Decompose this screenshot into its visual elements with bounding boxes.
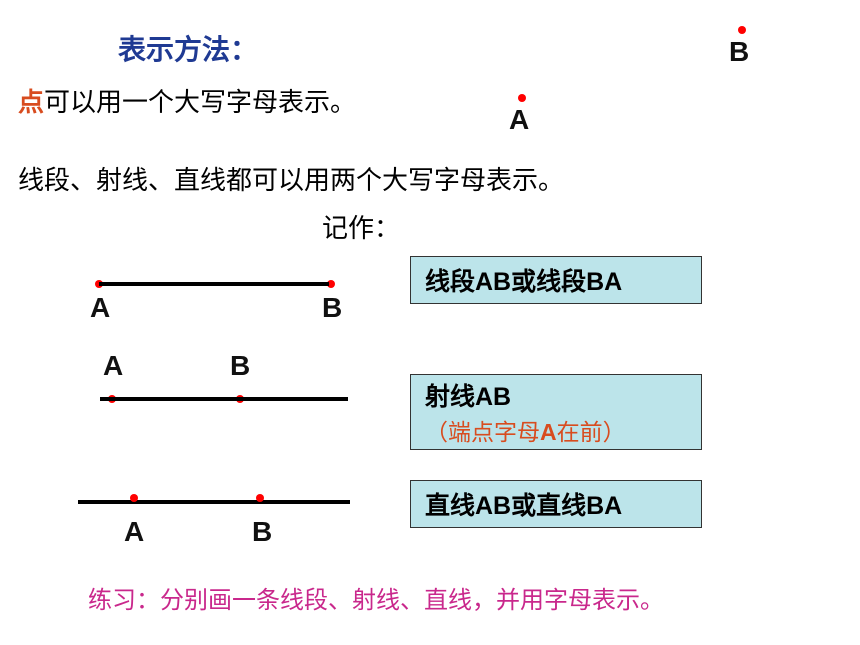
line-label-a: A bbox=[124, 516, 144, 548]
line-line bbox=[78, 500, 350, 504]
segment-box-text: 线段AB或线段BA bbox=[425, 262, 687, 298]
ray-box-note: （端点字母A在前） bbox=[425, 413, 687, 447]
line-box-text: 直线AB或直线BA bbox=[425, 486, 687, 522]
segment-line bbox=[99, 282, 329, 286]
segment-box: 线段AB或线段BA bbox=[410, 256, 702, 304]
exercise-text: 练习：分别画一条线段、射线、直线，并用字母表示。 bbox=[88, 580, 664, 615]
line-point-a bbox=[130, 494, 138, 502]
body-line1-rest: 可以用一个大写字母表示。 bbox=[44, 87, 356, 117]
segment-label-a: A bbox=[90, 292, 110, 324]
line-box: 直线AB或直线BA bbox=[410, 480, 702, 528]
line-label-b: B bbox=[252, 516, 272, 548]
point-a-marker bbox=[518, 94, 526, 102]
title: 表示方法： bbox=[118, 28, 258, 68]
line-point-b bbox=[256, 494, 264, 502]
point-b-marker bbox=[738, 26, 746, 34]
ray-line bbox=[100, 397, 348, 401]
body-line2: 线段、射线、直线都可以用两个大写字母表示。 bbox=[18, 160, 564, 197]
jizuo: 记作： bbox=[322, 208, 400, 245]
ray-note-post: 在前） bbox=[557, 419, 626, 445]
ray-note-pre: （端点字母 bbox=[425, 419, 540, 445]
body-line1-accent: 点 bbox=[18, 87, 44, 117]
ray-label-a: A bbox=[103, 350, 123, 382]
ray-label-b: B bbox=[230, 350, 250, 382]
ray-box-main: 射线AB bbox=[425, 377, 687, 413]
point-b-label: B bbox=[729, 36, 749, 68]
ray-note-accent: A bbox=[540, 419, 557, 445]
segment-label-b: B bbox=[322, 292, 342, 324]
slide: 表示方法： B 点可以用一个大写字母表示。 A 线段、射线、直线都可以用两个大写… bbox=[0, 0, 860, 645]
point-a-label: A bbox=[509, 104, 529, 136]
body-line1: 点可以用一个大写字母表示。 bbox=[18, 82, 356, 119]
ray-box: 射线AB （端点字母A在前） bbox=[410, 374, 702, 450]
